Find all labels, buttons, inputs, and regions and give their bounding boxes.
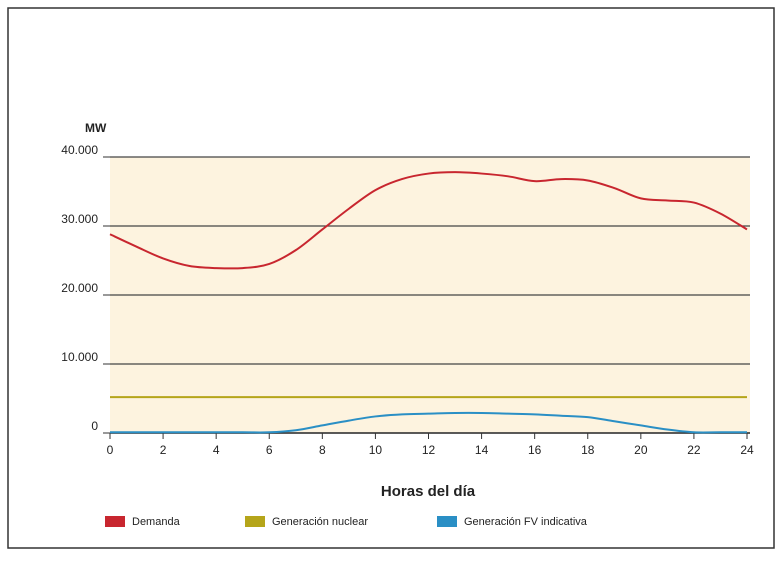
y-tick-label: 0: [91, 419, 98, 433]
x-tick-label: 16: [528, 443, 542, 457]
x-tick-label: 2: [160, 443, 167, 457]
x-axis-label: Horas del día: [381, 483, 476, 500]
x-tick-label: 0: [107, 443, 114, 457]
x-tick-label: 8: [319, 443, 326, 457]
y-tick-label: 40.000: [61, 143, 98, 157]
legend-label: Demanda: [132, 516, 181, 528]
legend-label: Generación FV indicativa: [464, 516, 588, 528]
x-tick-label: 6: [266, 443, 273, 457]
series-line: [109, 171, 748, 270]
x-tick-label: 14: [475, 443, 489, 457]
x-tick-label: 12: [422, 443, 436, 457]
x-tick-label: 18: [581, 443, 595, 457]
x-tick-label: 20: [634, 443, 648, 457]
legend-swatch: [437, 516, 457, 527]
y-tick-label: 20.000: [61, 281, 98, 295]
x-tick-label: 4: [213, 443, 220, 457]
series-line: [110, 411, 747, 434]
y-tick-label: 30.000: [61, 212, 98, 226]
legend-label: Generación nuclear: [272, 516, 368, 528]
legend-swatch: [245, 516, 265, 527]
y-tick-label: 10.000: [61, 350, 98, 364]
legend-swatch: [105, 516, 125, 527]
x-tick-label: 24: [740, 443, 754, 457]
x-tick-label: 10: [369, 443, 383, 457]
x-tick-label: 22: [687, 443, 701, 457]
chart-frame: [7, 7, 775, 549]
y-axis-label: MW: [85, 121, 107, 135]
